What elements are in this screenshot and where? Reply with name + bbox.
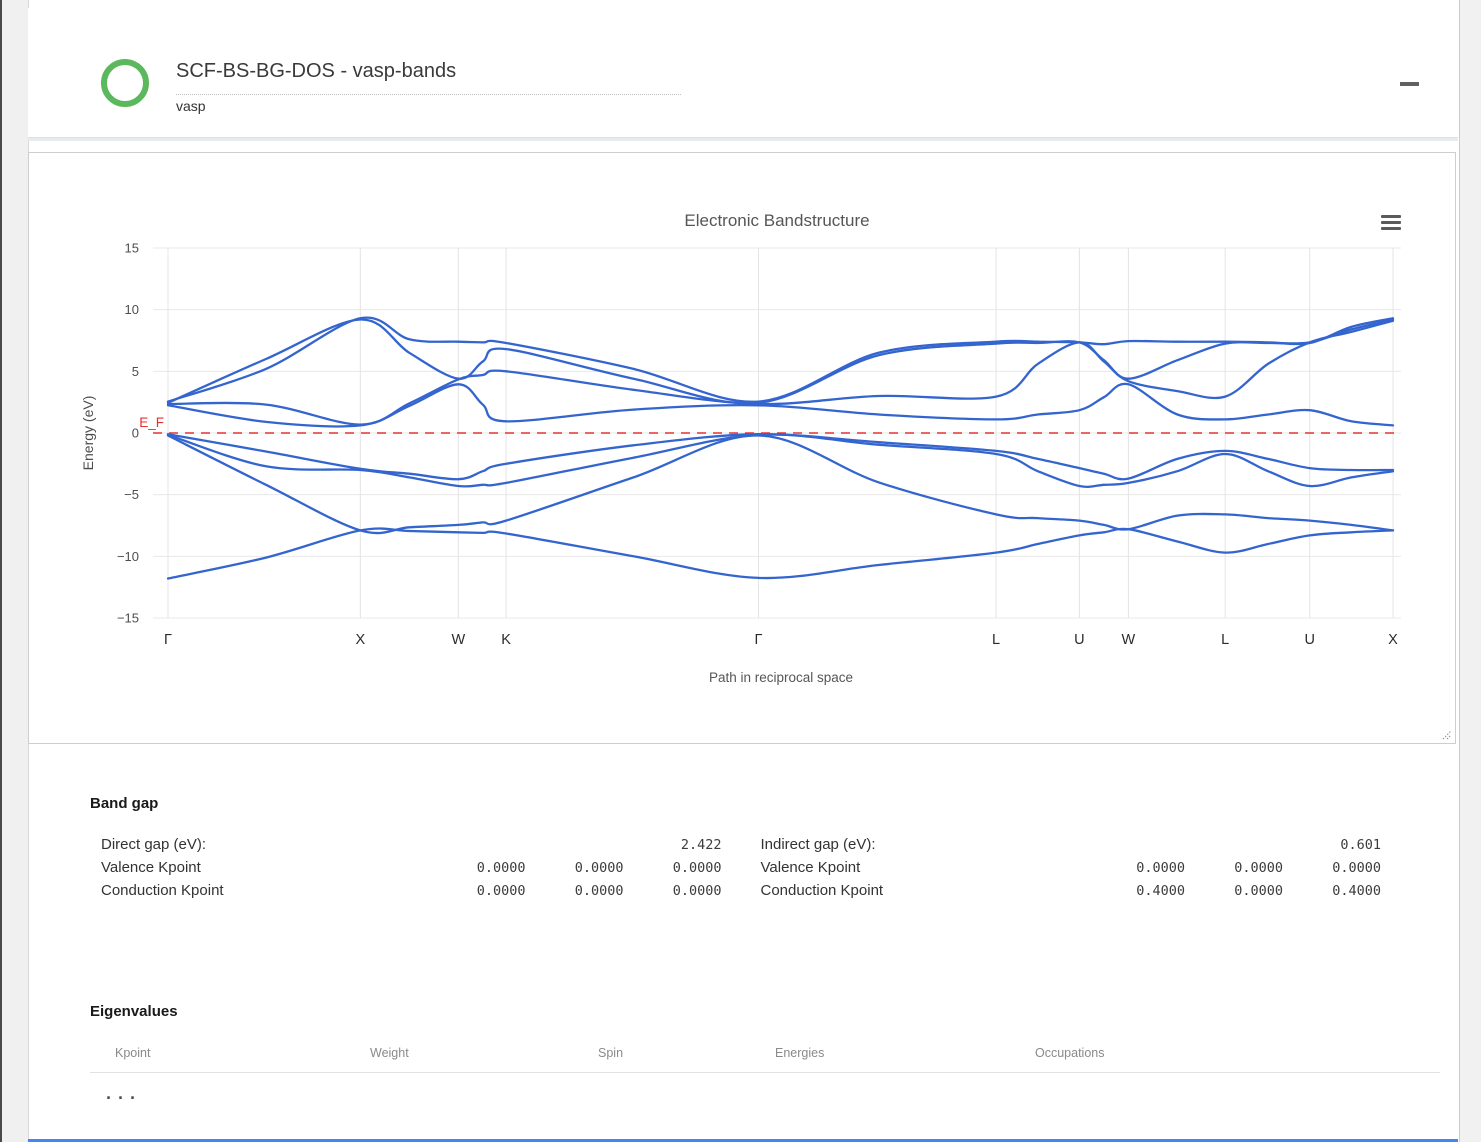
bandgap-row-label: Indirect gap (eV): — [760, 836, 876, 853]
eigenvalues-ellipsis: ... — [104, 1085, 141, 1103]
bandgap-value: 0.0000 — [1332, 860, 1381, 876]
left-edge-line — [0, 0, 2, 1142]
y-tick-label: 10 — [125, 302, 139, 317]
bandgap-value: 2.422 — [680, 837, 722, 853]
band-curve-conduction-band-4 — [166, 316, 1395, 403]
eigenvalues-divider — [90, 1072, 1440, 1073]
eigen-column-weight: Weight — [370, 1046, 409, 1060]
kpoint-label: X — [1388, 632, 1398, 648]
bandgap-heading: Band gap — [90, 795, 159, 812]
band-curve-valence-band-2 — [166, 434, 1395, 535]
fermi-level-label: E_F — [139, 415, 164, 430]
eigen-column-energies: Energies — [775, 1046, 825, 1060]
band-curve-conduction-band-3 — [166, 318, 1395, 405]
resize-handle-icon[interactable] — [1440, 728, 1452, 740]
bandgap-value: 0.0000 — [1234, 883, 1283, 899]
bandgap-value: 0.601 — [1340, 837, 1381, 853]
bandstructure-plot-card: 15 10 5 0 −5 −10 −15 Γ X W K Γ L U W L U X E_F Energy (eV) P… — [28, 152, 1456, 744]
bandgap-row-label: Conduction Kpoint — [760, 882, 884, 899]
menu-bar — [1381, 221, 1401, 224]
bandgap-value: 0.0000 — [574, 860, 624, 876]
eigenvalues-header-row: Kpoint Weight Spin Energies Occupations — [90, 1046, 1440, 1064]
bandgap-row-label: Valence Kpoint — [101, 859, 201, 876]
bandstructure-chart[interactable]: 15 10 5 0 −5 −10 −15 Γ X W K Γ L U W L U X E_F Energy (eV) P… — [29, 153, 1455, 743]
kpoint-label: U — [1304, 632, 1314, 648]
kpoint-label: W — [1122, 632, 1136, 648]
kpoint-label: L — [1221, 632, 1229, 648]
bandgap-row-left-0: Direct gap (eV): 2.422 — [101, 836, 722, 859]
bandgap-row-right-0: Indirect gap (eV): 0.601 — [761, 836, 1382, 859]
bandgap-value: 0.0000 — [1234, 860, 1283, 876]
bandgap-row-right-1: Valence Kpoint 0.0000 0.0000 0.0000 — [761, 859, 1382, 882]
bandgap-row-label: Conduction Kpoint — [101, 882, 224, 899]
y-tick-label: 5 — [132, 364, 139, 379]
kpoint-label: W — [451, 632, 465, 648]
bandgap-value: 0.0000 — [672, 860, 722, 876]
kpoint-label: L — [992, 632, 1000, 648]
bottom-accent-line — [28, 1139, 1458, 1142]
bandgap-row-right-2: Conduction Kpoint 0.4000 0.0000 0.4000 — [761, 882, 1382, 905]
y-tick-label: 0 — [132, 426, 139, 441]
eigenvalues-heading: Eigenvalues — [90, 1003, 178, 1020]
bandgap-direct-block: Direct gap (eV): 2.422 Valence Kpoint 0.000… — [101, 836, 722, 905]
bandgap-value: 0.4000 — [1332, 883, 1381, 899]
bandgap-row-left-2: Conduction Kpoint 0.0000 0.0000 0.0000 — [101, 882, 722, 905]
band-curve-conduction-band-2 — [166, 319, 1395, 426]
eigen-column-occupations: Occupations — [1035, 1046, 1105, 1060]
band-curve-valence-band-4 — [166, 433, 1395, 481]
y-tick-label: −5 — [124, 487, 139, 502]
menu-bar — [1381, 215, 1401, 218]
bandgap-row-left-1: Valence Kpoint 0.0000 0.0000 0.0000 — [101, 859, 722, 882]
left-gutter — [2, 0, 29, 1142]
band-curve-valence-band-3 — [166, 433, 1395, 489]
kpoint-label: X — [355, 632, 365, 648]
header-divider-strip — [28, 138, 1458, 141]
eigen-column-kpoint: Kpoint — [115, 1046, 151, 1060]
y-tick-label: 15 — [125, 241, 139, 256]
y-tick-label: −15 — [117, 610, 139, 625]
right-scroll-gutter — [1459, 0, 1481, 1142]
y-tick-label: −10 — [117, 549, 139, 564]
bandgap-value: 0.0000 — [476, 860, 526, 876]
bandgap-row-label: Valence Kpoint — [760, 859, 861, 876]
eigen-column-spin: Spin — [598, 1046, 624, 1060]
page-subtitle: vasp — [176, 98, 206, 114]
bandgap-row-label: Direct gap (eV): — [101, 836, 207, 853]
header-card: SCF-BS-BG-DOS - vasp-bands vasp — [28, 8, 1458, 138]
status-circle-icon — [101, 59, 149, 107]
menu-bar — [1381, 227, 1401, 230]
kpoint-label: K — [501, 632, 511, 648]
bandgap-value: 0.0000 — [672, 883, 722, 899]
plot-menu-icon[interactable] — [1381, 215, 1401, 234]
chart-title: Electronic Bandstructure — [684, 211, 870, 230]
bandgap-value: 0.4000 — [1136, 883, 1185, 899]
kpoint-label: U — [1074, 632, 1084, 648]
bandgap-indirect-block: Indirect gap (eV): 0.601 Valence Kpoint 0.0… — [761, 836, 1382, 905]
y-axis-title: Energy (eV) — [80, 396, 96, 471]
bandgap-table: Direct gap (eV): 2.422 Valence Kpoint 0.000… — [101, 836, 1381, 905]
kpoint-label: Γ — [164, 632, 172, 648]
kpoint-label: Γ — [754, 632, 762, 648]
page-title: SCF-BS-BG-DOS - vasp-bands — [176, 60, 457, 82]
band-curve-valence-band-1 — [166, 527, 1395, 580]
bandgap-value: 0.0000 — [574, 883, 624, 899]
title-underline — [176, 94, 681, 95]
minimize-button[interactable] — [1400, 82, 1419, 86]
bandgap-value: 0.0000 — [476, 883, 526, 899]
band-curve-conduction-band-1 — [166, 382, 1395, 428]
bandgap-value: 0.0000 — [1136, 860, 1185, 876]
x-axis-title: Path in reciprocal space — [709, 670, 853, 685]
